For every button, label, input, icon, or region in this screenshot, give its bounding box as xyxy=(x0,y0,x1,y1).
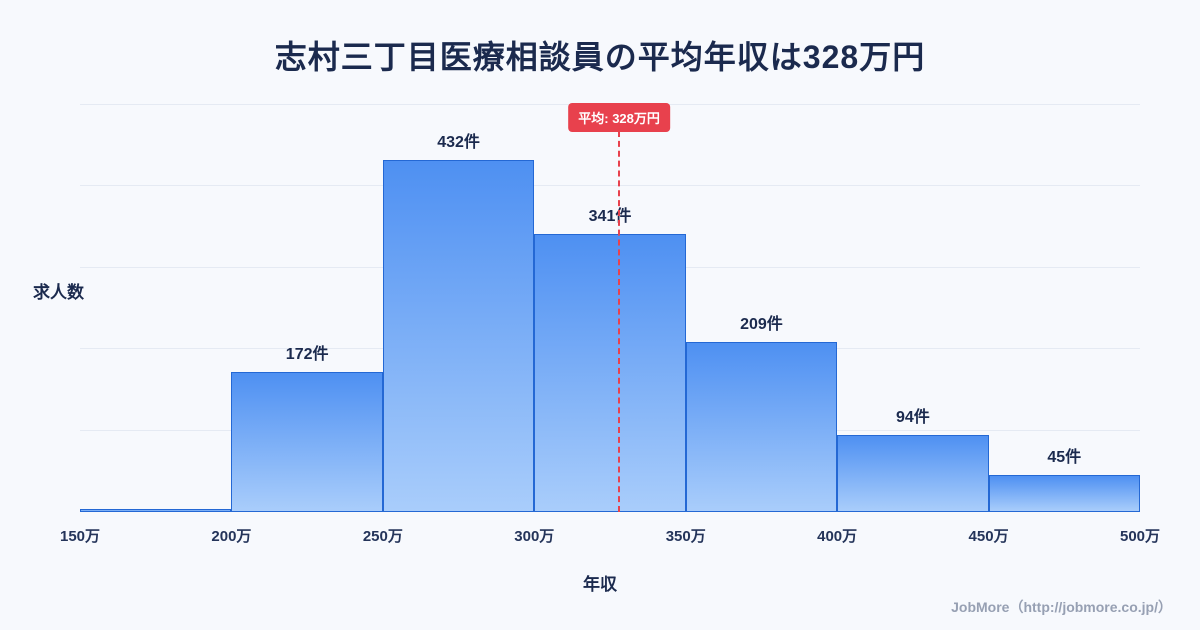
x-tick-label: 150万 xyxy=(59,528,101,545)
x-tick-label: 450万 xyxy=(968,528,1009,545)
x-tick-label: 400万 xyxy=(817,528,858,545)
bar-value-label: 172件 xyxy=(285,346,329,363)
bar-450万-500万 xyxy=(988,475,1140,512)
x-tick-label: 350万 xyxy=(665,528,706,545)
x-axis-ticks: 150万 200万 250万 300万 350万 400万 450万 500万 xyxy=(60,525,1160,547)
x-tick-label: 500万 xyxy=(1119,528,1161,545)
bar-300万-350万 xyxy=(534,234,686,512)
bar-200万-250万 xyxy=(231,372,383,512)
average-badge: 平均: 328万円 xyxy=(568,103,670,132)
plot-area: 172件 432件 341件 209件 94件 45件 平均: 328万円 xyxy=(80,103,1140,512)
x-tick-label: 250万 xyxy=(362,528,403,545)
x-tick-label: 200万 xyxy=(211,528,252,545)
x-tick-label: 300万 xyxy=(514,528,555,545)
bar-400万-450万 xyxy=(837,435,989,512)
bar-value-label: 209件 xyxy=(740,315,783,333)
x-axis-label: 年収 xyxy=(583,575,617,594)
gridline xyxy=(80,185,1140,187)
bar-150万-200万 xyxy=(80,508,232,512)
bar-value-label: 432件 xyxy=(437,134,480,152)
footer-credit: JobMore（http://jobmore.co.jp/） xyxy=(951,599,1172,615)
bar-value-label: 341件 xyxy=(588,208,632,226)
y-axis-label: 求人数 xyxy=(33,283,84,302)
chart-title: 志村三丁目医療相談員の平均年収は328万円 xyxy=(274,39,926,75)
bar-250万-300万 xyxy=(382,160,535,512)
average-line xyxy=(618,131,621,512)
bar-value-label: 45件 xyxy=(1047,449,1082,467)
bar-value-label: 94件 xyxy=(895,409,930,427)
bar-350万-400万 xyxy=(685,341,838,512)
